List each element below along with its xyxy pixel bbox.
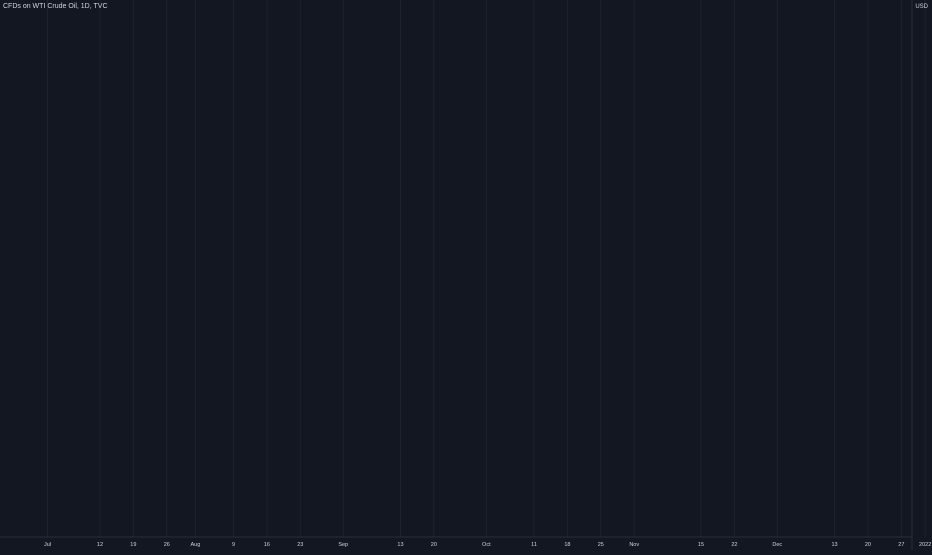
currency-label: USD — [915, 4, 928, 10]
x-tick-label: 25 — [598, 542, 604, 548]
x-tick-label: 16 — [264, 542, 270, 548]
x-tick-label: Aug — [190, 542, 200, 548]
x-tick-label: 27 — [898, 542, 904, 548]
x-tick-label: Nov — [629, 542, 639, 548]
x-tick-label: Dec — [772, 542, 782, 548]
x-tick-label: 11 — [531, 542, 537, 548]
x-tick-label: 20 — [865, 542, 871, 548]
x-tick-label: Jul — [44, 542, 51, 548]
x-tick-label: 23 — [297, 542, 303, 548]
x-tick-label: 13 — [831, 542, 837, 548]
x-tick-label: 15 — [698, 542, 704, 548]
x-tick-label: Oct — [482, 542, 491, 548]
x-tick-label: 18 — [564, 542, 570, 548]
symbol-title: CFDs on WTI Crude Oil, 1D, TVC — [3, 3, 108, 10]
x-tick-label: Sep — [338, 542, 348, 548]
x-tick-label: 26 — [164, 542, 170, 548]
x-tick-label: 13 — [397, 542, 403, 548]
x-tick-label: 20 — [431, 542, 437, 548]
x-tick-label: 12 — [97, 542, 103, 548]
x-tick-label: 19 — [130, 542, 136, 548]
x-tick-label: 9 — [232, 542, 235, 548]
x-tick-label: 2022 — [919, 542, 931, 548]
x-tick-label: 22 — [731, 542, 737, 548]
